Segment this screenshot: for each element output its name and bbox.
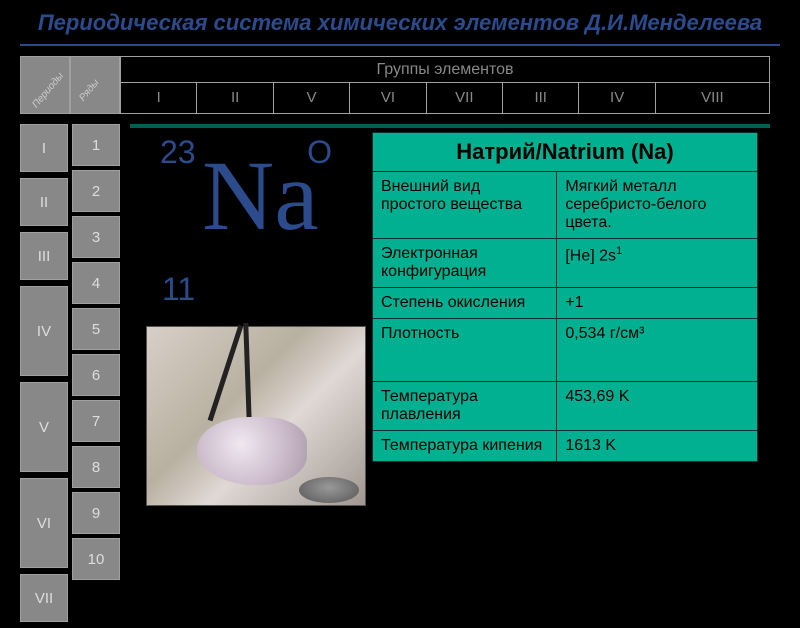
diag-periods-label: Периоды: [30, 71, 66, 111]
table-row: Внешний вид простого вещества Мягкий мет…: [373, 172, 757, 239]
info-key: Электронная конфигурация: [373, 239, 557, 287]
periods-column: I II III IV V VI VII: [20, 124, 68, 628]
row-cell: 5: [72, 308, 120, 350]
diag-periods-cell: Периоды: [20, 56, 70, 114]
period-cell: VI: [20, 478, 68, 568]
table-row: Электронная конфигурация [He] 2s1: [373, 239, 757, 288]
info-val: +1: [557, 288, 757, 318]
group-col: VII: [427, 83, 503, 113]
info-val: Мягкий металл серебристо-белого цвета.: [557, 172, 757, 238]
diag-rows-label: Ряды: [77, 77, 101, 103]
group-col: VIII: [656, 83, 769, 113]
group-col: VI: [350, 83, 426, 113]
row-cell: 10: [72, 538, 120, 580]
info-key: Внешний вид простого вещества: [373, 172, 557, 238]
diag-rows-cell: Ряды: [70, 56, 120, 114]
rows-column: 1 2 3 4 5 6 7 8 9 10: [72, 124, 120, 584]
element-photo: [146, 326, 366, 506]
info-key: Температура плавления: [373, 382, 557, 430]
group-header-title: Группы элементов: [121, 57, 769, 83]
group-col: III: [503, 83, 579, 113]
title-divider: [20, 44, 780, 46]
info-val: 453,69 K: [557, 382, 757, 430]
row-cell: 4: [72, 262, 120, 304]
tweezer-icon: [243, 323, 251, 423]
period-cell: VII: [20, 574, 68, 622]
group-col: IV: [579, 83, 655, 113]
period-cell: I: [20, 124, 68, 172]
table-row: Степень окисления +1: [373, 288, 757, 319]
element-card: 23 O Na 11: [142, 126, 352, 326]
info-key: Плотность: [373, 319, 557, 381]
row-cell: 1: [72, 124, 120, 166]
element-symbol: Na: [202, 146, 319, 246]
period-cell: IV: [20, 286, 68, 376]
group-columns: I II V VI VII III IV VIII: [121, 83, 769, 113]
group-header: Группы элементов I II V VI VII III IV VI…: [120, 56, 770, 114]
info-val: [He] 2s1: [557, 239, 757, 287]
coin-icon: [299, 477, 359, 503]
row-cell: 7: [72, 400, 120, 442]
table-row: Плотность 0,534 г/см³: [373, 319, 757, 382]
period-cell: III: [20, 232, 68, 280]
info-table: Натрий/Natrium (Na) Внешний вид простого…: [372, 132, 758, 462]
info-val: 0,534 г/см³: [557, 319, 757, 381]
group-col: V: [274, 83, 350, 113]
element-mass: 23: [160, 134, 196, 171]
page-title: Периодическая система химических элемент…: [0, 0, 800, 44]
table-row: Температура плавления 453,69 K: [373, 382, 757, 431]
row-cell: 8: [72, 446, 120, 488]
diagonal-labels: Периоды Ряды: [20, 56, 120, 114]
element-atomic-number: 11: [162, 271, 195, 308]
tweezer-icon: [208, 325, 244, 422]
row-cell: 9: [72, 492, 120, 534]
info-val: 1613 K: [557, 431, 757, 461]
period-cell: V: [20, 382, 68, 472]
row-cell: 6: [72, 354, 120, 396]
info-key: Температура кипения: [373, 431, 557, 461]
table-row: Температура кипения 1613 K: [373, 431, 757, 461]
info-title: Натрий/Natrium (Na): [373, 133, 757, 172]
info-key: Степень окисления: [373, 288, 557, 318]
metal-sample-icon: [197, 417, 307, 485]
main-panel: 23 O Na 11 Натрий/Natrium (Na) Внешний в…: [130, 124, 770, 128]
group-col: II: [197, 83, 273, 113]
group-col: I: [121, 83, 197, 113]
period-cell: II: [20, 178, 68, 226]
row-cell: 3: [72, 216, 120, 258]
row-cell: 2: [72, 170, 120, 212]
